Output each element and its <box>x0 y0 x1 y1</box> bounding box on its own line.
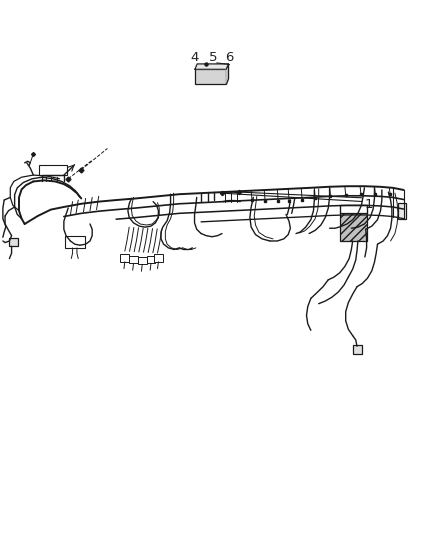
Bar <box>353 345 362 354</box>
Text: 5: 5 <box>208 51 217 64</box>
Polygon shape <box>195 64 229 69</box>
Text: 6: 6 <box>225 51 234 64</box>
Bar <box>154 254 163 262</box>
Text: 1: 1 <box>364 198 373 211</box>
Polygon shape <box>226 64 229 84</box>
Bar <box>147 256 155 263</box>
Bar <box>65 236 85 248</box>
Bar <box>138 257 147 264</box>
Text: 4: 4 <box>191 51 199 64</box>
Bar <box>195 69 226 84</box>
Bar <box>9 238 18 246</box>
Bar <box>39 165 67 175</box>
Bar <box>121 254 129 262</box>
Bar <box>340 213 367 241</box>
Bar <box>129 256 138 263</box>
Bar <box>398 203 406 219</box>
